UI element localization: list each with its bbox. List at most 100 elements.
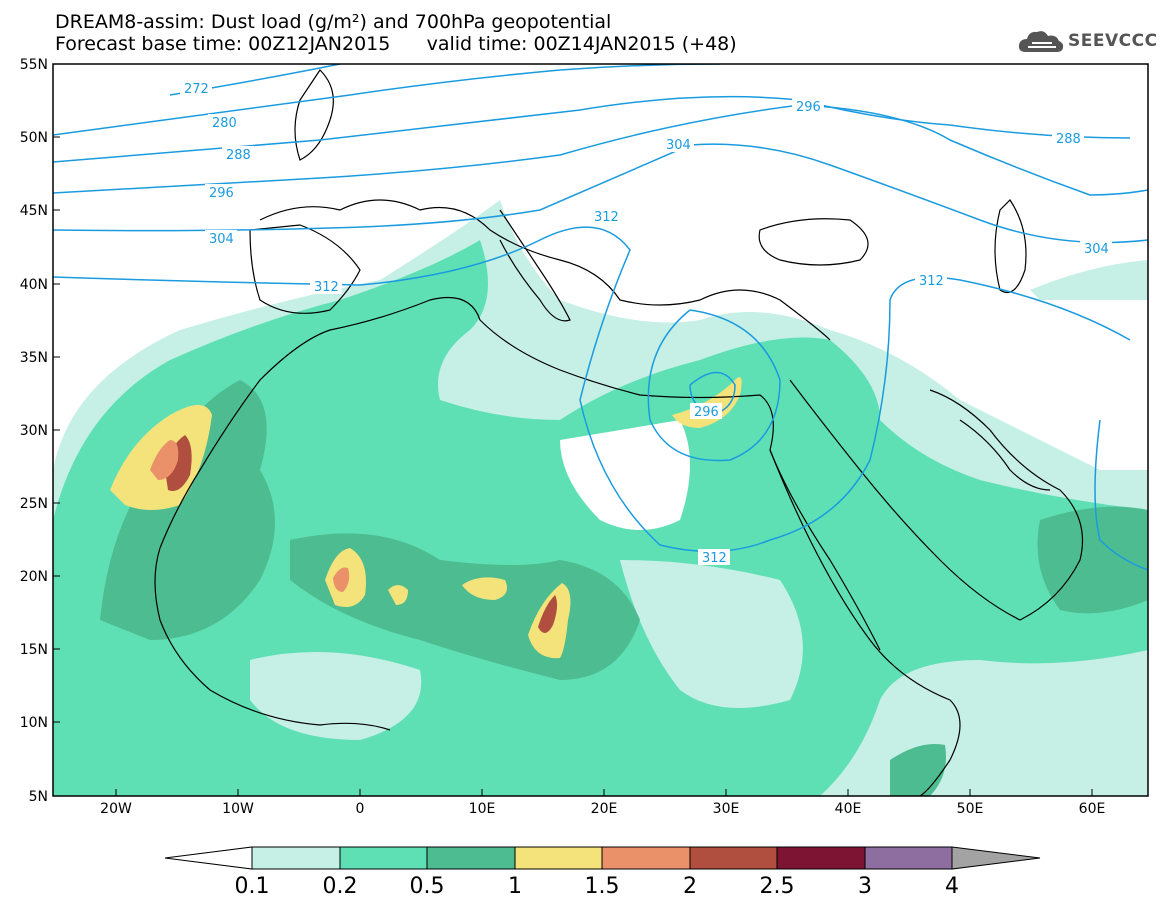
lon-label: 30E (713, 801, 740, 817)
contour-288 (53, 95, 1131, 163)
iberia (249, 224, 361, 314)
colorbar-high-triangle (951, 846, 1041, 870)
colorbar-label: 3 (858, 874, 872, 899)
dust-band-1-chad (462, 577, 508, 600)
contour-label: 304 (209, 232, 234, 247)
red-sea (769, 449, 881, 651)
europe-coast (259, 199, 831, 341)
contour-label: 288 (1056, 132, 1081, 147)
lat-labels: 55N 50N 45N 40N 35N 30N 25N 20N 15N 10N … (20, 57, 48, 805)
contour-280 (53, 64, 721, 136)
lat-label: 20N (20, 569, 48, 585)
lat-label: 25N (20, 496, 48, 512)
cloud-icon (1018, 31, 1064, 52)
contour-304-low (647, 309, 781, 462)
colorbar-low-triangle (164, 846, 253, 870)
lon-label: 20E (591, 801, 618, 817)
lat-label: 5N (29, 789, 48, 805)
colorbar-label: 0.1 (235, 874, 270, 899)
dust-band-1.5-niger (333, 567, 350, 592)
lon-label: 10E (469, 801, 496, 817)
colorbar-swatch-7 (776, 846, 866, 870)
lat-axis (53, 63, 60, 797)
colorbar-label: 0.5 (410, 874, 445, 899)
west-africa-coast (154, 547, 391, 731)
gulf (959, 419, 1051, 491)
seevccc-logo: SEEVCCC (1018, 26, 1158, 56)
colorbar-swatch-5 (601, 846, 691, 870)
contour-label: 304 (1084, 242, 1109, 257)
lon-label: 40E (835, 801, 862, 817)
lat-label: 30N (20, 423, 48, 439)
colorbar-swatch-3 (426, 846, 516, 870)
lat-label: 15N (20, 642, 48, 658)
dust-band-2-sudan (538, 595, 558, 634)
arabia-coast (789, 379, 1084, 621)
colorbar-labels: 0.1 0.2 0.5 1 1.5 2 2.5 3 4 (235, 874, 960, 899)
colorbar-label: 4 (945, 874, 959, 899)
lat-label: 40N (20, 277, 48, 293)
colorbar-swatch-4 (514, 846, 603, 870)
dust-band-2-atlas (165, 435, 192, 491)
dust-band-1-niger2 (388, 585, 408, 605)
colorbar-swatch-2 (339, 846, 428, 870)
dust-band-1.5-atlas (150, 440, 179, 480)
colorbar-label: 2.5 (760, 874, 795, 899)
dust-band-0.2-north (560, 420, 690, 530)
lon-label: 20W (100, 801, 132, 817)
lat-label: 10N (20, 715, 48, 731)
lat-label: 50N (20, 130, 48, 146)
contour-label: 280 (212, 116, 237, 131)
contour-296 (53, 104, 1148, 196)
dust-band-0.1-east (1030, 260, 1148, 300)
dust-fields (53, 64, 1148, 796)
lon-axis (115, 789, 1093, 796)
contour-label: 312 (702, 551, 727, 566)
lat-label: 55N (20, 57, 48, 73)
forecast-time-subtitle: Forecast base time: 00Z12JAN2015 valid t… (55, 33, 737, 55)
contour-label: 296 (694, 405, 719, 420)
dust-band-0.5-west (100, 380, 275, 640)
lon-labels: 20W 10W 0 10E 20E 30E 40E 50E 60E (100, 801, 1105, 817)
dust-band-0.5-east (1037, 506, 1148, 614)
colorbar-label: 1.5 (585, 874, 620, 899)
map-title: DREAM8-assim: Dust load (g/m²) and 700hP… (55, 11, 612, 33)
contour-304 (53, 143, 1148, 244)
colorbar-label: 0.2 (323, 874, 358, 899)
italy (499, 209, 571, 322)
africa-coast (159, 296, 961, 796)
contour-label: 296 (209, 186, 234, 201)
contour-label: 272 (184, 82, 209, 97)
contour-labels: 272 280 288 296 304 312 296 304 312 288 … (180, 80, 1112, 566)
lon-label: 10W (222, 801, 254, 817)
uk (294, 69, 334, 161)
colorbar-label: 2 (683, 874, 697, 899)
lat-label: 45N (20, 203, 48, 219)
dust-band-0.2-south (250, 652, 422, 740)
colorbar (164, 846, 1041, 870)
lon-label: 50E (957, 801, 984, 817)
lon-label: 0 (356, 801, 365, 817)
dust-band-0.2-mid (620, 560, 803, 708)
dust-band-1-libya (672, 377, 742, 428)
contour-label: 312 (594, 210, 619, 225)
logo-text: SEEVCCC (1068, 31, 1158, 51)
geopotential-contours (53, 64, 1148, 571)
contour-label: 296 (796, 100, 821, 115)
colorbar-label: 1 (508, 874, 522, 899)
black-sea (758, 218, 869, 266)
colorbar-swatch-8 (864, 846, 953, 870)
lat-label: 35N (20, 350, 48, 366)
lon-label: 60E (1079, 801, 1106, 817)
contour-312 (53, 226, 1131, 553)
contour-label: 312 (314, 280, 339, 295)
contour-label: 312 (919, 274, 944, 289)
colorbar-swatch-6 (689, 846, 778, 870)
colorbar-swatch-1 (251, 846, 341, 870)
contour-312-east (1094, 419, 1148, 571)
contour-label: 304 (666, 138, 691, 153)
dust-band-0.5-horn (890, 744, 946, 796)
contour-296-low (689, 371, 736, 416)
contour-label: 288 (226, 148, 251, 163)
